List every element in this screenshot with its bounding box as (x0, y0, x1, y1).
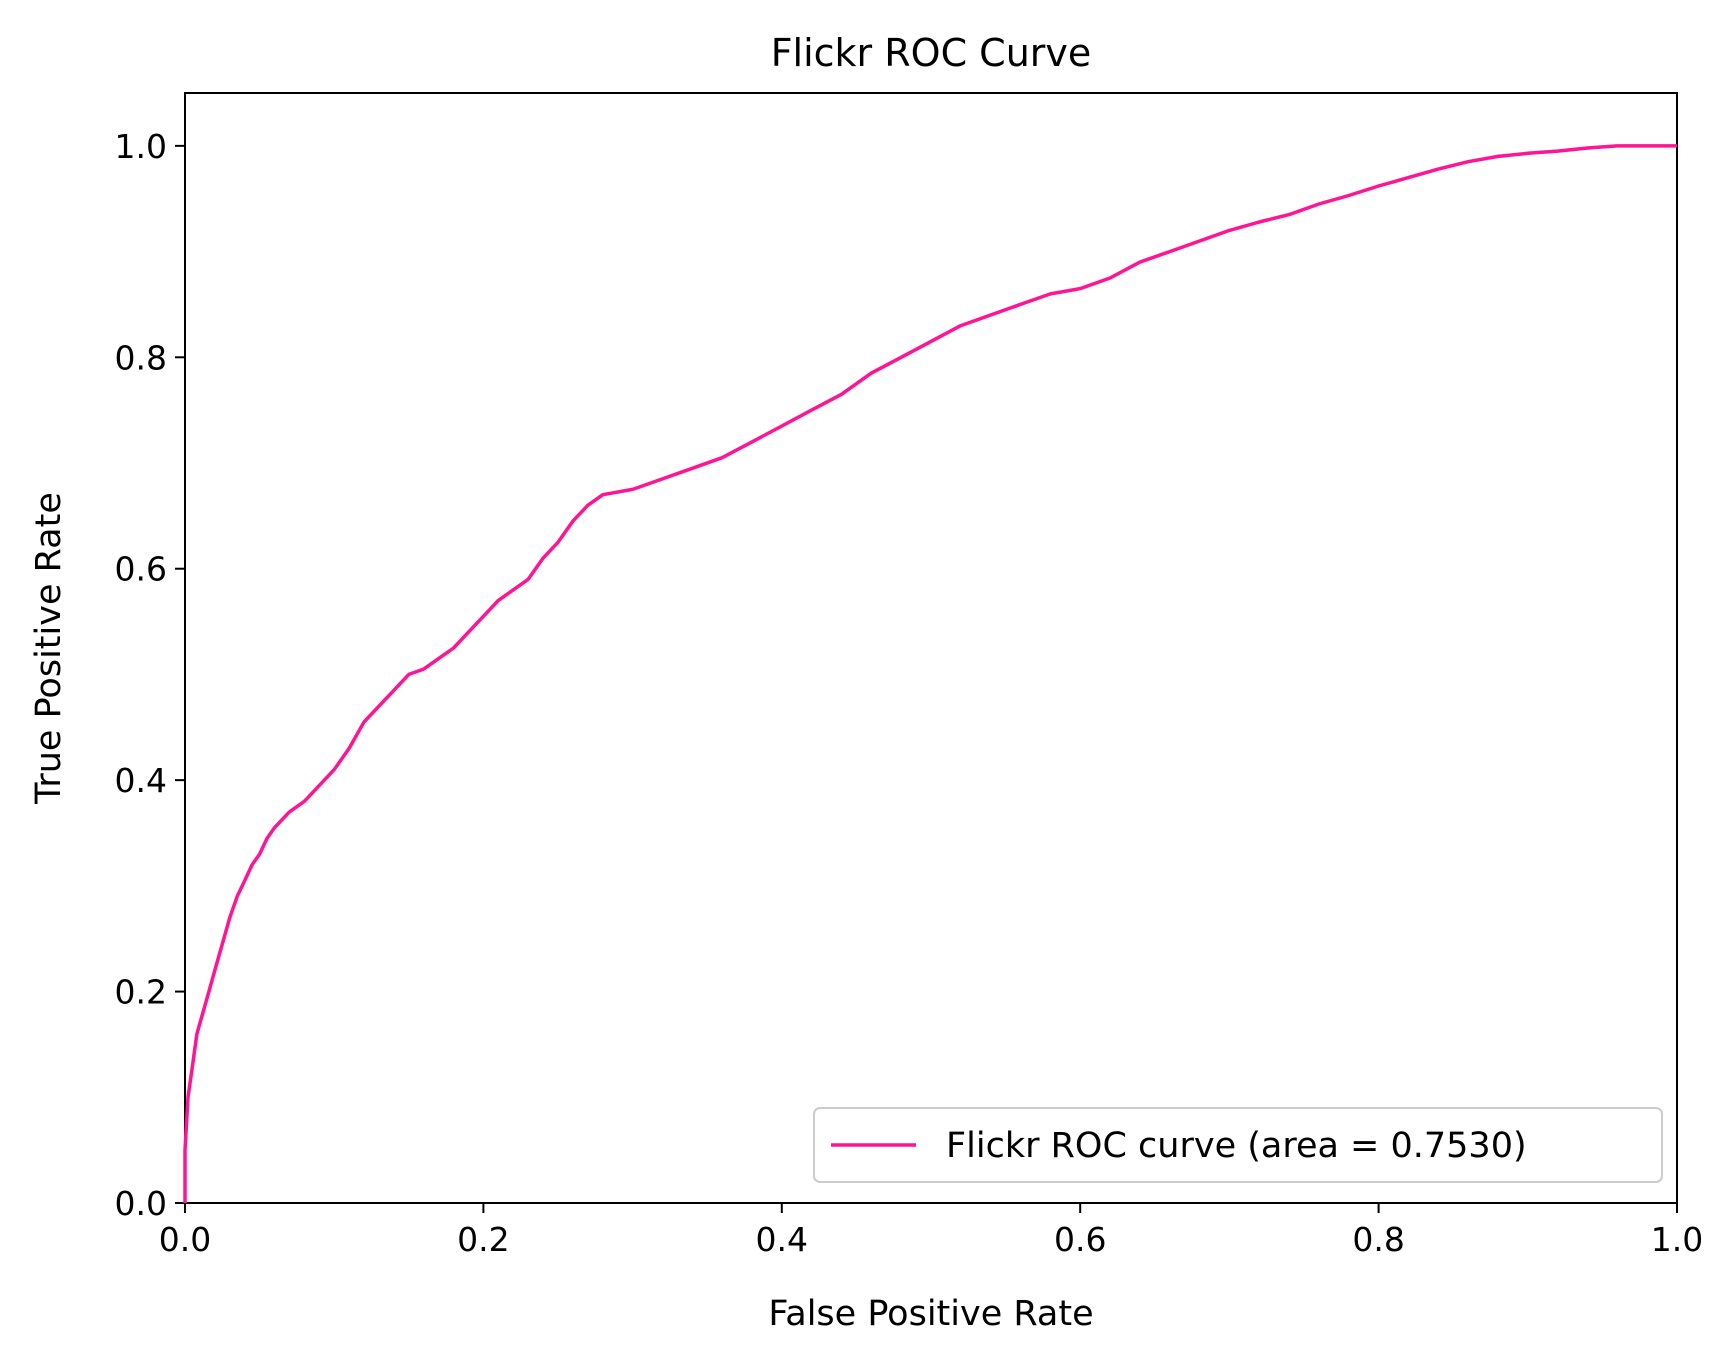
x-axis-ticks: 0.0 0.2 0.4 0.6 0.8 1.0 (159, 1203, 1703, 1259)
legend-label: Flickr ROC curve (area = 0.7530) (946, 1126, 1527, 1166)
y-tick-label: 0.0 (115, 1184, 167, 1223)
y-axis-label: True Positive Rate (29, 492, 69, 805)
y-tick-label: 0.8 (115, 338, 167, 377)
plot-area-frame (184, 92, 1678, 1204)
x-axis-label: False Positive Rate (768, 1294, 1093, 1334)
y-tick-label: 0.4 (115, 761, 167, 800)
x-tick-label: 0.6 (1054, 1220, 1106, 1259)
y-axis-ticks: 0.0 0.2 0.4 0.6 0.8 1.0 (115, 127, 185, 1223)
x-tick-label: 0.2 (457, 1220, 509, 1259)
x-tick-label: 0.4 (756, 1220, 808, 1259)
chart-title: Flickr ROC Curve (771, 31, 1092, 75)
x-tick-label: 0.8 (1352, 1220, 1404, 1259)
y-tick-label: 0.2 (115, 973, 167, 1012)
legend: Flickr ROC curve (area = 0.7530) (813, 1107, 1663, 1183)
x-tick-label: 0.0 (159, 1220, 211, 1259)
roc-curve-line (183, 144, 1677, 1203)
y-tick-label: 0.6 (115, 550, 167, 589)
x-tick-label: 1.0 (1651, 1220, 1703, 1259)
legend-box (813, 1107, 1663, 1183)
y-tick-label: 1.0 (115, 127, 167, 166)
